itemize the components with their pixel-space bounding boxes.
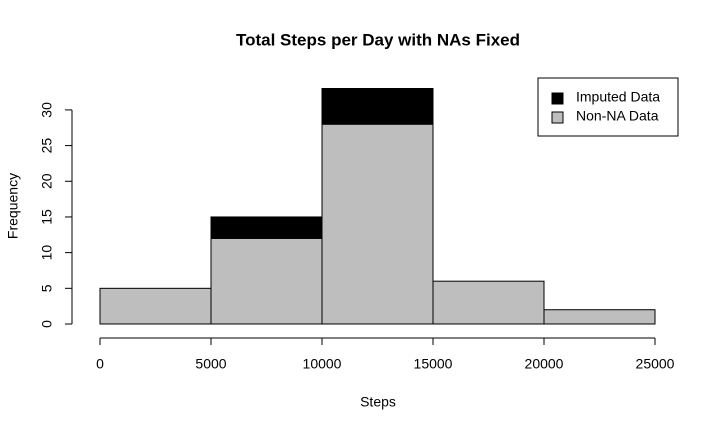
y-tick-label: 15 bbox=[39, 209, 55, 225]
legend-box bbox=[537, 77, 679, 137]
bar bbox=[210, 237, 323, 325]
legend-label: Non-NA Data bbox=[576, 108, 659, 124]
y-tick-label: 20 bbox=[39, 173, 55, 189]
y-tick-label: 30 bbox=[39, 102, 55, 118]
legend-swatch bbox=[551, 111, 564, 124]
x-tick-label: 20000 bbox=[525, 356, 564, 372]
y-tick-label: 5 bbox=[39, 284, 55, 292]
x-tick-label: 5000 bbox=[195, 356, 226, 372]
bar bbox=[321, 123, 434, 325]
x-tick-label: 25000 bbox=[636, 356, 675, 372]
bar bbox=[543, 309, 656, 325]
y-tick-label: 25 bbox=[39, 138, 55, 154]
y-tick-label: 0 bbox=[39, 320, 55, 328]
bar bbox=[210, 216, 323, 239]
bar bbox=[99, 287, 212, 325]
legend-swatch bbox=[551, 92, 564, 105]
bar bbox=[432, 280, 545, 325]
y-tick-label: 10 bbox=[39, 245, 55, 261]
x-tick-label: 15000 bbox=[414, 356, 453, 372]
legend-label: Imputed Data bbox=[576, 89, 660, 105]
x-tick-label: 0 bbox=[96, 356, 104, 372]
chart-title: Total Steps per Day with NAs Fixed bbox=[236, 30, 520, 49]
x-axis-label: Steps bbox=[360, 394, 396, 410]
x-tick-label: 10000 bbox=[303, 356, 342, 372]
y-axis-label: Frequency bbox=[5, 173, 21, 239]
bar bbox=[321, 88, 434, 125]
